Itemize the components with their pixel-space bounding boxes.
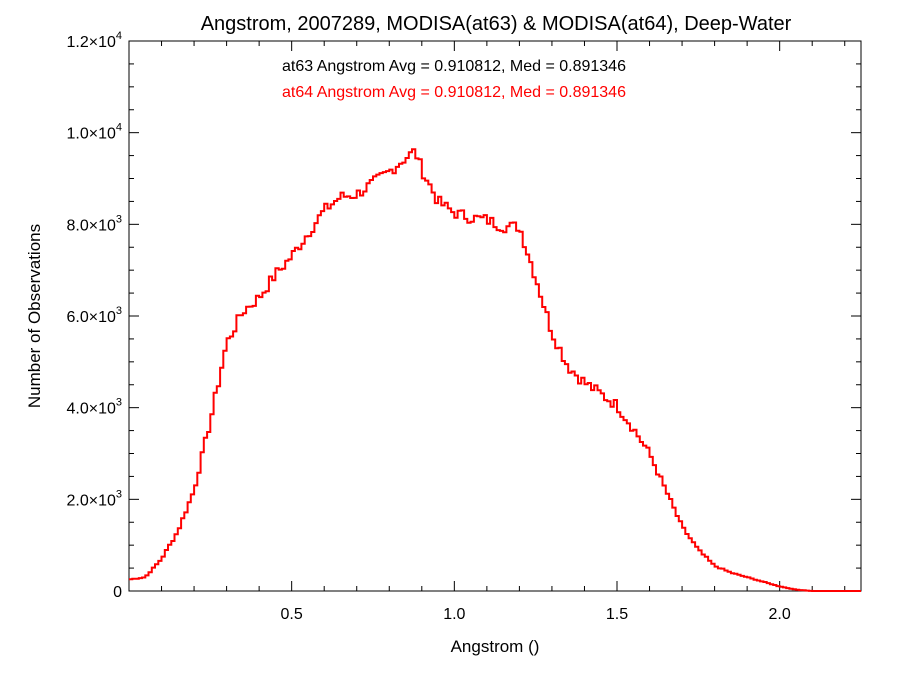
y-tick-label: 1.2×104	[66, 30, 122, 51]
x-tick-label: 1.5	[606, 606, 628, 623]
y-tick-label: 1.0×104	[66, 122, 122, 143]
plot-area: 0.5 1.0 1.5 2.0 0 2.0×103 4.0×103 6.0×103 8.0×10…	[66, 30, 862, 623]
y-tick-label: 0	[113, 584, 122, 601]
x-tick-label: 2.0	[769, 606, 791, 623]
y-axis-label: Number of Observations	[25, 224, 44, 408]
y-tick-label: 4.0×103	[66, 397, 122, 418]
y-tick-label: 6.0×103	[66, 305, 122, 326]
y-tick-label: 2.0×103	[66, 488, 122, 509]
series-line	[129, 148, 861, 592]
x-axis-label: Angstrom ()	[451, 637, 540, 656]
x-tick-label: 1.0	[443, 606, 465, 623]
annotation-at63: at63 Angstrom Avg = 0.910812, Med = 0.89…	[282, 58, 626, 75]
annotation-at64: at64 Angstrom Avg = 0.910812, Med = 0.89…	[282, 84, 626, 101]
x-tick-label: 0.5	[281, 606, 303, 623]
chart-title: Angstrom, 2007289, MODISA(at63) & MODISA…	[201, 13, 792, 35]
y-tick-label: 8.0×103	[66, 213, 122, 234]
